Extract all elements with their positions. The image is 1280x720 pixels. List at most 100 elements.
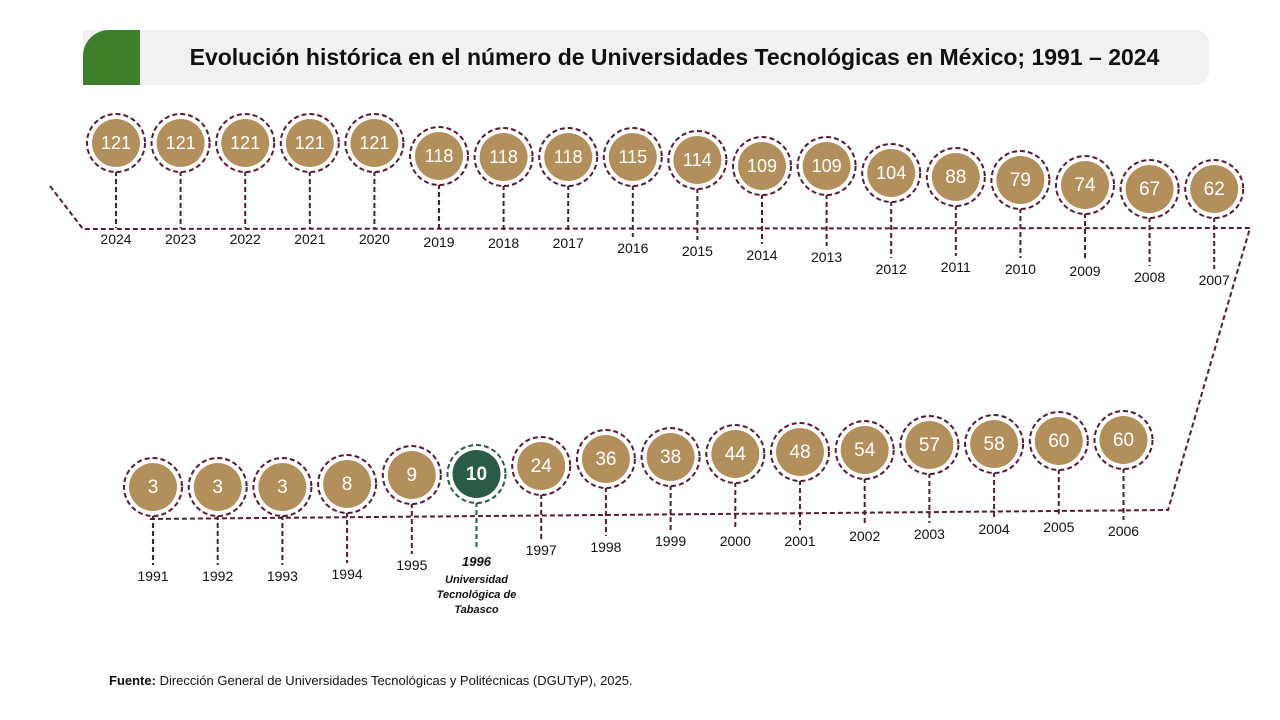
year-label-2015: 2015 (682, 243, 713, 259)
dot-2004 (970, 420, 1019, 468)
dot-2007 (1190, 165, 1239, 213)
year-label-2002: 2002 (849, 528, 880, 544)
marker-2001: 48 2001 (770, 422, 830, 549)
year-label-2021: 2021 (294, 231, 325, 247)
marker-2008: 67 2008 (1119, 159, 1180, 285)
value-label-2013: 109 (812, 156, 842, 176)
highlight-year: 1996 (462, 554, 492, 569)
dot-1991 (129, 463, 177, 511)
marker-2014: 109 2014 (732, 136, 792, 263)
dot-2008 (1125, 165, 1174, 213)
dot-2010 (996, 156, 1045, 204)
value-label-2009: 74 (1074, 175, 1096, 196)
dot-1999 (646, 433, 695, 481)
dot-1997 (517, 442, 566, 490)
marker-2024: 121 2024 (86, 113, 146, 247)
marker-2011: 88 2011 (925, 147, 986, 275)
year-label-2004: 2004 (979, 521, 1010, 537)
dot-1996 (452, 450, 501, 498)
chart-title: Evolución histórica en el número de Univ… (189, 44, 1160, 70)
dot-1992 (193, 463, 242, 511)
dot-2015 (673, 136, 722, 184)
marker-1998: 36 1998 (575, 429, 636, 555)
year-label-2020: 2020 (359, 231, 390, 247)
dot-2000 (711, 430, 760, 478)
marker-2009: 74 2009 (1055, 155, 1115, 279)
marker-2006: 60 2006 (1093, 410, 1154, 539)
value-label-2021: 121 (295, 133, 325, 153)
year-label-2000: 2000 (720, 533, 751, 549)
value-label-1992: 3 (212, 477, 223, 498)
value-label-2018: 118 (489, 147, 518, 167)
year-label-2024: 2024 (100, 231, 131, 247)
highlight-line-1: Universidad (445, 574, 508, 586)
value-label-2001: 48 (789, 442, 810, 463)
value-label-2008: 67 (1139, 179, 1160, 200)
year-label-1994: 1994 (332, 566, 363, 582)
dot-2009 (1061, 161, 1109, 209)
value-label-2012: 104 (876, 163, 906, 183)
value-label-2022: 121 (230, 133, 260, 153)
marker-1997: 24 1997 (511, 436, 572, 558)
title-accent (83, 30, 140, 85)
dot-2002 (840, 426, 889, 474)
value-label-1997: 24 (531, 456, 553, 477)
dot-2021 (285, 119, 334, 167)
dot-1993 (258, 463, 307, 511)
dot-1998 (581, 435, 630, 483)
year-label-2019: 2019 (423, 234, 454, 250)
dot-2024 (92, 119, 140, 167)
year-label-1992: 1992 (202, 568, 233, 584)
marker-1992: 3 1992 (187, 457, 248, 584)
value-label-2005: 60 (1048, 431, 1069, 452)
year-label-2014: 2014 (746, 247, 777, 263)
marker-2020: 121 2020 (344, 113, 405, 247)
year-label-1999: 1999 (655, 533, 686, 549)
dot-2019 (415, 132, 463, 180)
value-label-1998: 36 (595, 449, 616, 470)
marker-1994: 8 1994 (317, 454, 378, 582)
value-label-1994: 8 (342, 474, 353, 495)
year-label-2008: 2008 (1134, 269, 1165, 285)
year-label-2007: 2007 (1199, 272, 1230, 288)
marker-1996: 10 (446, 444, 507, 547)
year-label-2012: 2012 (876, 261, 907, 277)
year-label-1998: 1998 (590, 539, 621, 555)
year-label-2016: 2016 (617, 240, 648, 256)
dot-2014 (738, 142, 786, 190)
marker-2004: 58 2004 (964, 414, 1025, 537)
dot-2018 (479, 133, 528, 181)
source-note: Fuente: Dirección General de Universidad… (109, 673, 633, 688)
marker-2015: 114 2015 (667, 130, 728, 259)
marker-2021: 121 2021 (279, 113, 340, 247)
marker-1991: 3 1991 (123, 457, 183, 584)
year-label-1995: 1995 (396, 557, 427, 573)
highlight-line-2: Tecnológica de (437, 589, 517, 601)
year-label-2005: 2005 (1043, 519, 1074, 535)
value-label-1999: 38 (660, 447, 681, 468)
year-label-1991: 1991 (137, 568, 168, 584)
year-label-2011: 2011 (941, 259, 971, 275)
timeline-path (49, 185, 1252, 520)
value-label-2007: 62 (1204, 179, 1225, 200)
dot-2011 (931, 153, 980, 201)
value-label-2003: 57 (919, 435, 940, 456)
year-label-1997: 1997 (526, 542, 557, 558)
marker-2003: 57 2003 (899, 415, 960, 542)
marker-2005: 60 2005 (1028, 411, 1089, 535)
marker-2013: 109 2013 (796, 136, 857, 265)
value-label-2004: 58 (984, 434, 1005, 455)
year-label-2013: 2013 (811, 249, 842, 265)
value-label-1993: 3 (277, 477, 288, 498)
marker-1995: 9 1995 (381, 445, 442, 573)
marker-2010: 79 2010 (990, 150, 1051, 277)
year-label-1993: 1993 (267, 568, 298, 584)
marker-2016: 115 2016 (602, 127, 663, 256)
highlight-note: 1996 Universidad Tecnológica de Tabasco (437, 554, 517, 616)
source-label: Fuente: (109, 673, 156, 688)
year-label-2006: 2006 (1108, 523, 1139, 539)
value-label-2020: 121 (359, 133, 389, 153)
value-label-2015: 114 (683, 150, 712, 170)
dot-2005 (1034, 417, 1083, 465)
year-label-2023: 2023 (165, 231, 196, 247)
